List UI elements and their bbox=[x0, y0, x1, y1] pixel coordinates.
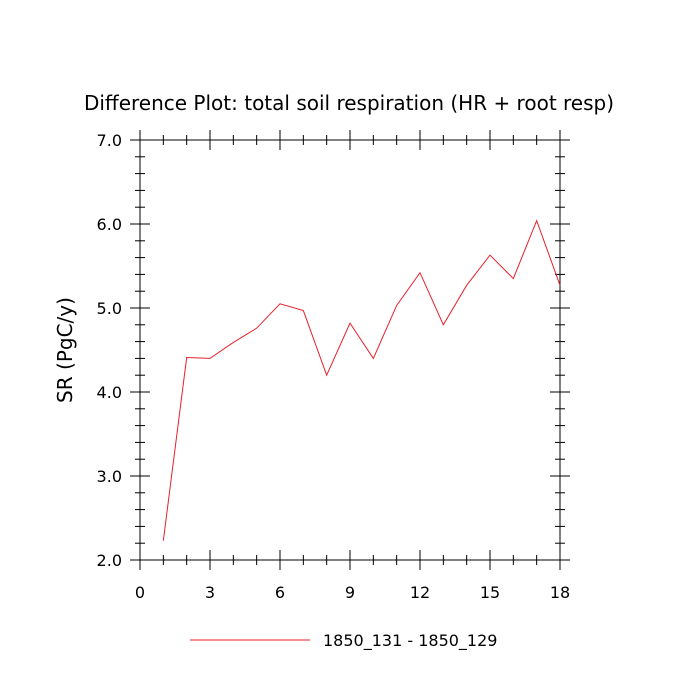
x-tick-label: 6 bbox=[275, 583, 285, 602]
y-tick-label: 4.0 bbox=[97, 383, 122, 402]
axis-ticks bbox=[130, 130, 570, 570]
x-tick-label: 18 bbox=[550, 583, 570, 602]
y-tick-label: 7.0 bbox=[97, 131, 122, 150]
legend: 1850_131 - 1850_129 bbox=[190, 631, 497, 651]
y-tick-label: 5.0 bbox=[97, 299, 122, 318]
x-tick-label: 0 bbox=[135, 583, 145, 602]
series-line bbox=[162, 219, 561, 541]
y-axis-label: SR (PgC/y) bbox=[53, 297, 77, 403]
x-tick-labels: 0 3 6 9 12 15 18 bbox=[135, 583, 570, 602]
y-tick-label: 6.0 bbox=[97, 215, 122, 234]
chart-title: Difference Plot: total soil respiration … bbox=[84, 91, 614, 115]
x-tick-label: 12 bbox=[410, 583, 430, 602]
x-tick-label: 15 bbox=[480, 583, 500, 602]
y-tick-label: 2.0 bbox=[97, 551, 122, 570]
legend-label: 1850_131 - 1850_129 bbox=[323, 631, 497, 651]
y-tick-label: 3.0 bbox=[97, 467, 122, 486]
plot-frame bbox=[139, 139, 561, 561]
x-tick-label: 9 bbox=[345, 583, 355, 602]
y-tick-labels: 2.0 3.0 4.0 5.0 6.0 7.0 bbox=[97, 131, 122, 570]
series-layer bbox=[162, 219, 561, 541]
x-tick-label: 3 bbox=[205, 583, 215, 602]
